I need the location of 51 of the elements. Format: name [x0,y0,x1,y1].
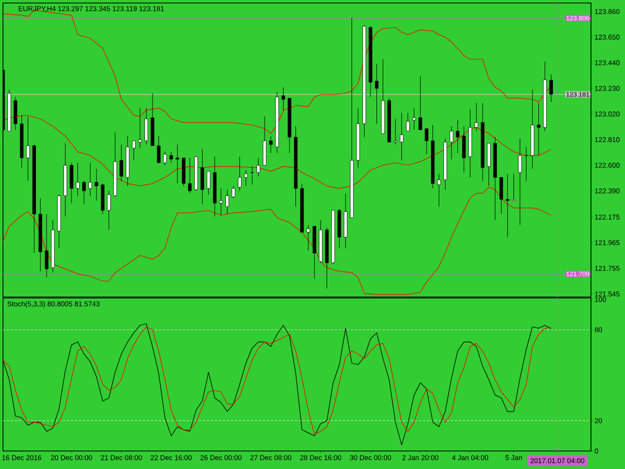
candlestick [156,136,160,164]
candlestick [120,144,124,182]
candlestick [244,170,248,186]
candlestick [14,96,18,130]
candlestick [418,76,422,130]
candlestick [394,118,398,145]
candlestick [70,162,74,204]
candlestick [412,108,416,130]
candlestick [518,138,522,226]
candlestick [524,146,528,182]
candlestick [400,112,404,161]
candlestick [219,188,223,216]
line-series [3,114,552,189]
candlestick [238,156,242,192]
candlestick [200,149,204,205]
candlestick [144,108,148,145]
candlestick [456,120,460,154]
candlestick [82,180,86,205]
candlestick [536,102,540,156]
candlestick [424,128,428,155]
candlestick [256,158,260,176]
candlestick [163,152,167,166]
candlestick [450,126,454,160]
candlestick [506,174,510,238]
candlestick [250,166,254,186]
candlestick [225,189,229,214]
candlestick [462,126,466,173]
candlestick [500,177,504,214]
candlestick [132,140,136,161]
candlestick [512,174,516,201]
candlestick [107,190,111,230]
candlestick [188,158,192,194]
candlestick [487,143,491,186]
candlestick [76,162,80,196]
candlestick [374,64,378,124]
candlestick [88,162,92,196]
candlestick [549,74,553,102]
candlestick [406,112,410,132]
candlestick [44,214,48,278]
candlestick [232,186,236,198]
candlestick [138,108,142,148]
candlestick [206,171,210,195]
candlestick [282,86,286,111]
candlestick [474,102,478,132]
candlestick [26,116,30,182]
candlestick [306,224,310,251]
candlestick [269,136,273,154]
candlestick [437,174,441,207]
candlestick [176,144,180,184]
candlestick [94,168,98,201]
candlestick [169,152,173,164]
